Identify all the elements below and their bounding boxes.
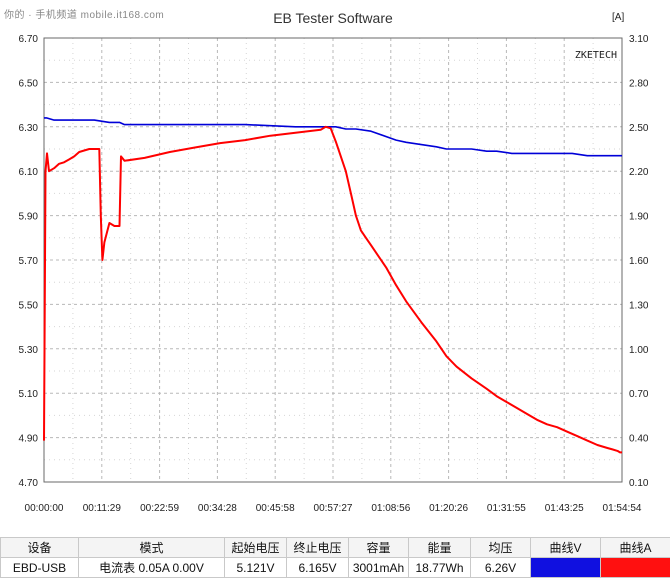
site-watermark: 你的 · 手机频道 mobile.it168.com	[4, 8, 164, 21]
header-energy: 能量	[408, 537, 471, 558]
header-capacity: 容量	[348, 537, 409, 558]
x-tick-label: 00:57:27	[314, 503, 353, 514]
current-series-line	[43, 125, 622, 454]
curve-a-color-swatch[interactable]	[600, 557, 670, 578]
x-tick-label: 00:22:59	[140, 503, 179, 514]
header-avg-voltage: 均压	[470, 537, 531, 558]
voltage-series-line	[44, 117, 622, 157]
chart-area: 你的 · 手机频道 mobile.it168.com EB Tester Sof…	[4, 8, 649, 514]
header-curve-v[interactable]: 曲线V	[530, 537, 601, 558]
left-axis-ticks: 6.70 6.50 6.30 6.10 5.90 5.70 5.50 5.30 5.10 4.90…	[19, 34, 39, 489]
cell-device: EBD-USB	[0, 557, 79, 578]
chart-title: EB Tester Software	[273, 10, 393, 26]
cell-start-voltage: 5.121V	[224, 557, 287, 578]
x-tick-label: 00:45:58	[256, 503, 295, 514]
x-tick-label: 00:34:28	[198, 503, 237, 514]
left-tick-label: 4.70	[19, 478, 39, 489]
left-tick-label: 4.90	[19, 434, 39, 445]
summary-data-row: EBD-USB 电流表 0.05A 0.00V 5.121V 6.165V 30…	[0, 557, 670, 578]
right-tick-label: 0.10	[629, 478, 649, 489]
left-tick-label: 6.70	[19, 34, 39, 45]
right-tick-label: 2.80	[629, 78, 649, 89]
x-tick-label: 00:00:00	[25, 503, 64, 514]
right-tick-label: 1.30	[629, 300, 649, 311]
cell-avg-voltage: 6.26V	[470, 557, 531, 578]
x-tick-label: 01:43:25	[545, 503, 584, 514]
cell-capacity: 3001mAh	[348, 557, 409, 578]
plot-frame	[43, 37, 623, 483]
left-tick-label: 5.70	[19, 256, 39, 267]
left-tick-label: 5.30	[19, 345, 39, 356]
left-tick-label: 6.10	[19, 167, 39, 178]
right-tick-label: 1.00	[629, 345, 649, 356]
right-tick-label: 2.20	[629, 167, 649, 178]
header-device: 设备	[0, 537, 79, 558]
left-tick-label: 5.50	[19, 300, 39, 311]
summary-header-row: 设备 模式 起始电压 终止电压 容量 能量 均压 曲线V 曲线A	[0, 537, 670, 558]
x-axis-ticks: 00:00:00 00:11:29 00:22:59 00:34:28 00:45:58…	[25, 503, 642, 514]
curve-v-color-swatch[interactable]	[530, 557, 601, 578]
right-axis-ticks: 3.10 2.80 2.50 2.20 1.90 1.60 1.30 1.00 0.70 0.40…	[629, 34, 649, 489]
cell-mode: 电流表 0.05A 0.00V	[78, 557, 225, 578]
right-tick-label: 3.10	[629, 34, 649, 45]
left-tick-label: 5.90	[19, 212, 39, 223]
zketech-brand-label: ZKETECH	[575, 50, 617, 61]
header-mode: 模式	[78, 537, 225, 558]
grid-lines	[44, 38, 622, 482]
header-end-voltage: 终止电压	[286, 537, 349, 558]
x-tick-label: 01:54:54	[603, 503, 642, 514]
eb-tester-chart: 你的 · 手机频道 mobile.it168.com EB Tester Sof…	[4, 8, 649, 514]
right-tick-label: 1.60	[629, 256, 649, 267]
cell-energy: 18.77Wh	[408, 557, 471, 578]
x-tick-label: 01:20:26	[429, 503, 468, 514]
right-tick-label: 1.90	[629, 212, 649, 223]
right-tick-label: 0.40	[629, 434, 649, 445]
summary-table: 设备 模式 起始电压 终止电压 容量 能量 均压 曲线V 曲线A EBD-USB…	[0, 537, 670, 578]
right-axis-unit: [A]	[612, 12, 624, 23]
left-tick-label: 6.30	[19, 123, 39, 134]
header-curve-a[interactable]: 曲线A	[600, 537, 670, 558]
right-tick-label: 0.70	[629, 389, 649, 400]
right-tick-label: 2.50	[629, 123, 649, 134]
cell-end-voltage: 6.165V	[286, 557, 349, 578]
left-tick-label: 6.50	[19, 78, 39, 89]
left-tick-label: 5.10	[19, 389, 39, 400]
header-start-voltage: 起始电压	[224, 537, 287, 558]
x-tick-label: 01:31:55	[487, 503, 526, 514]
x-tick-label: 01:08:56	[371, 503, 410, 514]
x-tick-label: 00:11:29	[83, 503, 122, 514]
series-layer	[43, 117, 622, 454]
